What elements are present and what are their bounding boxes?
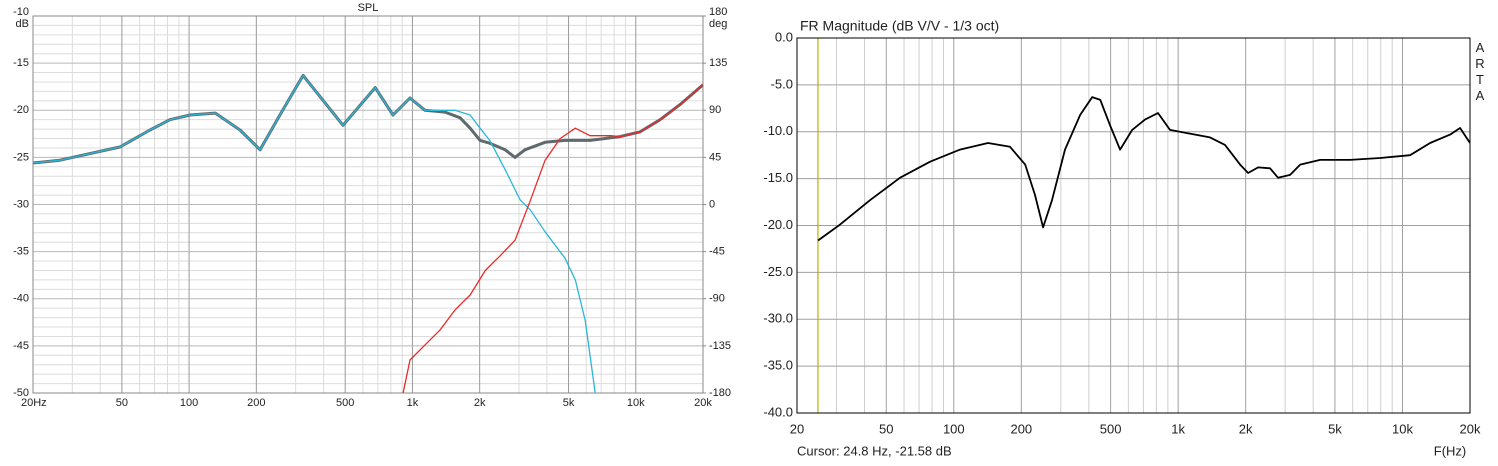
y2-tick-label: 90 (709, 104, 721, 116)
x-tick-label: 10k (627, 397, 645, 409)
x-tick-label: 20k (694, 397, 712, 409)
plot-frame (32, 15, 704, 394)
y-tick-label: -35.0 (763, 358, 793, 373)
series-line (817, 96, 1470, 242)
x-tick-label: 2k (1239, 421, 1253, 436)
x-tick-label: 500 (1100, 421, 1122, 436)
y-tick-label: -10.0 (763, 123, 793, 138)
y-tick-label: -40.0 (763, 404, 793, 419)
x-tick-label: 20 (790, 421, 804, 436)
x-tick-label: 2k (474, 397, 486, 409)
x-tick-label: 1k (407, 397, 419, 409)
y2-unit-label: deg (709, 18, 727, 30)
x-tick-label: 20k (1460, 421, 1481, 436)
x-tick-label: 500 (336, 397, 354, 409)
y-tick-label: -45 (13, 340, 29, 352)
x-tick-label: 1k (1171, 421, 1185, 436)
y2-tick-label: 0 (709, 198, 715, 210)
y-tick-label: -20.0 (763, 217, 793, 232)
x-tick-label: 50 (116, 397, 128, 409)
y-tick-label: -25.0 (763, 264, 793, 279)
x-tick-label: 5k (1328, 421, 1342, 436)
cursor-readout: Cursor: 24.8 Hz, -21.58 dB (797, 443, 952, 458)
y-tick-label: -30.0 (763, 311, 793, 326)
y2-tick-label: -135 (709, 340, 731, 352)
y-tick-label: -35 (13, 246, 29, 258)
x-axis-label: F(Hz) (1434, 443, 1467, 458)
x-tick-label: 100 (943, 421, 965, 436)
x-tick-label: 50 (879, 421, 893, 436)
y-tick-label: 0.0 (775, 29, 793, 44)
y-tick-label: -20 (13, 104, 29, 116)
series-line (33, 74, 596, 393)
y2-tick-label: -90 (709, 293, 725, 305)
x-tick-label: 200 (247, 397, 265, 409)
x-tick-label: 100 (180, 397, 198, 409)
series-line (402, 84, 703, 393)
y-tick-label: -25 (13, 151, 29, 163)
x-tick-label: 20Hz (21, 397, 47, 409)
x-tick-label: 200 (1010, 421, 1032, 436)
y-tick-label: -15 (13, 57, 29, 69)
chart-title: SPL (358, 2, 379, 14)
y-tick-label: -10 (13, 6, 29, 18)
y2-tick-label: -180 (709, 387, 731, 399)
y2-tick-label: 45 (709, 151, 721, 163)
x-tick-label: 5k (563, 397, 575, 409)
y2-tick-label: -45 (709, 246, 725, 258)
y-tick-label: -15.0 (763, 170, 793, 185)
plot-frame (796, 37, 1471, 414)
y-tick-label: -40 (13, 293, 29, 305)
y-unit-label: dB (16, 18, 29, 30)
chart-title: FR Magnitude (dB V/V - 1/3 oct) (800, 18, 999, 34)
x-tick-label: 10k (1392, 421, 1413, 436)
y2-tick-label: 180 (709, 6, 727, 18)
y2-tick-label: 135 (709, 57, 727, 69)
side-label: ARTA (1473, 40, 1488, 104)
y-tick-label: -30 (13, 198, 29, 210)
y-tick-label: -5.0 (771, 76, 793, 91)
y-tick-label: -50 (13, 387, 29, 399)
